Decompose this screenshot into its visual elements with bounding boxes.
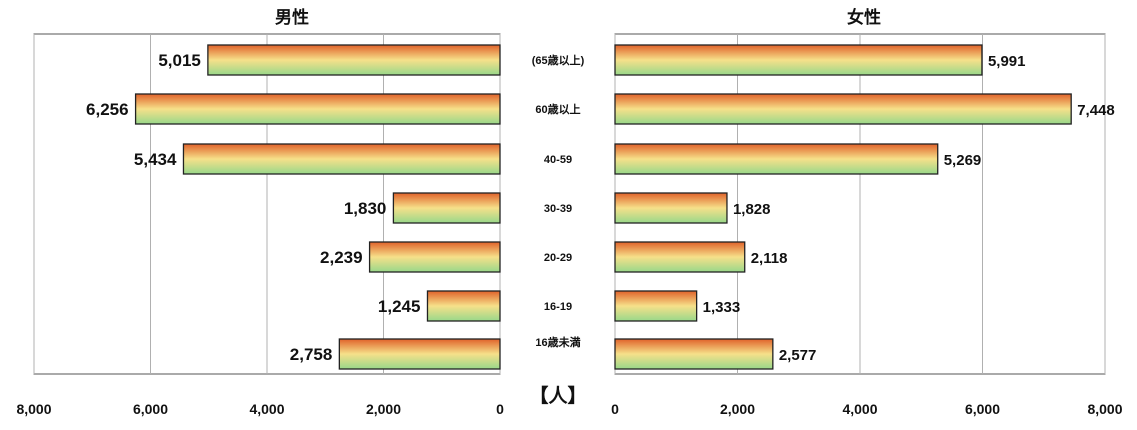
category-label: 20-29 [544,252,572,264]
male-bar-value-label: 6,256 [86,100,129,119]
female-x-tick-label: 0 [611,401,619,417]
male-x-tick-label: 6,000 [133,401,168,417]
female-bar-value-label: 1,828 [733,201,771,218]
female-bar [614,93,1072,125]
female-bar [614,241,746,273]
male-x-tick-label: 4,000 [249,401,284,417]
female-bar [614,338,774,370]
female-bar [614,143,939,175]
male-bar [368,241,501,273]
unit-label: 【人】 [529,384,586,407]
male-panel-title: 男性 [275,7,309,27]
male-bar-value-label: 5,015 [158,51,201,70]
male-bar [207,44,501,76]
male-panel: 男性 8,000 6,000 4,000 2,000 0 5,015 6,256 5,434 1,… [16,7,504,417]
male-bar-value-label: 2,758 [290,345,333,364]
male-bar-value-label: 5,434 [134,150,177,169]
category-label: 16-19 [544,301,572,313]
female-panel: 女性 0 2,000 4,000 6,000 8,000 5,991 7,448 5,269 1,… [611,7,1123,417]
male-x-tick-label: 8,000 [16,401,51,417]
female-bar-value-label: 5,269 [944,152,982,169]
female-x-tick-label: 2,000 [720,401,755,417]
male-bar [134,93,501,125]
male-bar [182,143,501,175]
male-bar-value-label: 2,239 [320,248,363,267]
male-bar [338,338,501,370]
category-labels: (65歳以上) 60歳以上 40-59 30-39 20-29 16-19 16歳未満 [532,53,585,349]
female-bar-value-label: 1,333 [703,299,741,316]
male-bar [392,192,501,224]
category-label: 30-39 [544,203,572,215]
category-label: 16歳未満 [535,335,580,349]
female-bar-value-label: 7,448 [1077,102,1115,119]
female-bar [614,192,728,224]
female-x-tick-label: 8,000 [1087,401,1122,417]
female-bar-value-label: 2,118 [751,250,788,267]
category-label: 40-59 [544,154,572,166]
category-label: 60歳以上 [535,102,580,116]
female-bar [614,290,698,322]
male-bar-value-label: 1,830 [344,199,387,218]
female-bar-value-label: 2,577 [779,347,817,364]
category-label: (65歳以上) [532,53,585,67]
female-panel-title: 女性 [847,7,881,27]
male-x-tick-label: 2,000 [366,401,401,417]
male-bar [426,290,501,322]
female-bar [614,44,983,76]
female-x-tick-label: 6,000 [965,401,1000,417]
female-bar-value-label: 5,991 [988,53,1026,70]
female-x-tick-label: 4,000 [842,401,877,417]
male-x-tick-label: 0 [496,401,504,417]
male-bar-value-label: 1,245 [378,297,421,316]
